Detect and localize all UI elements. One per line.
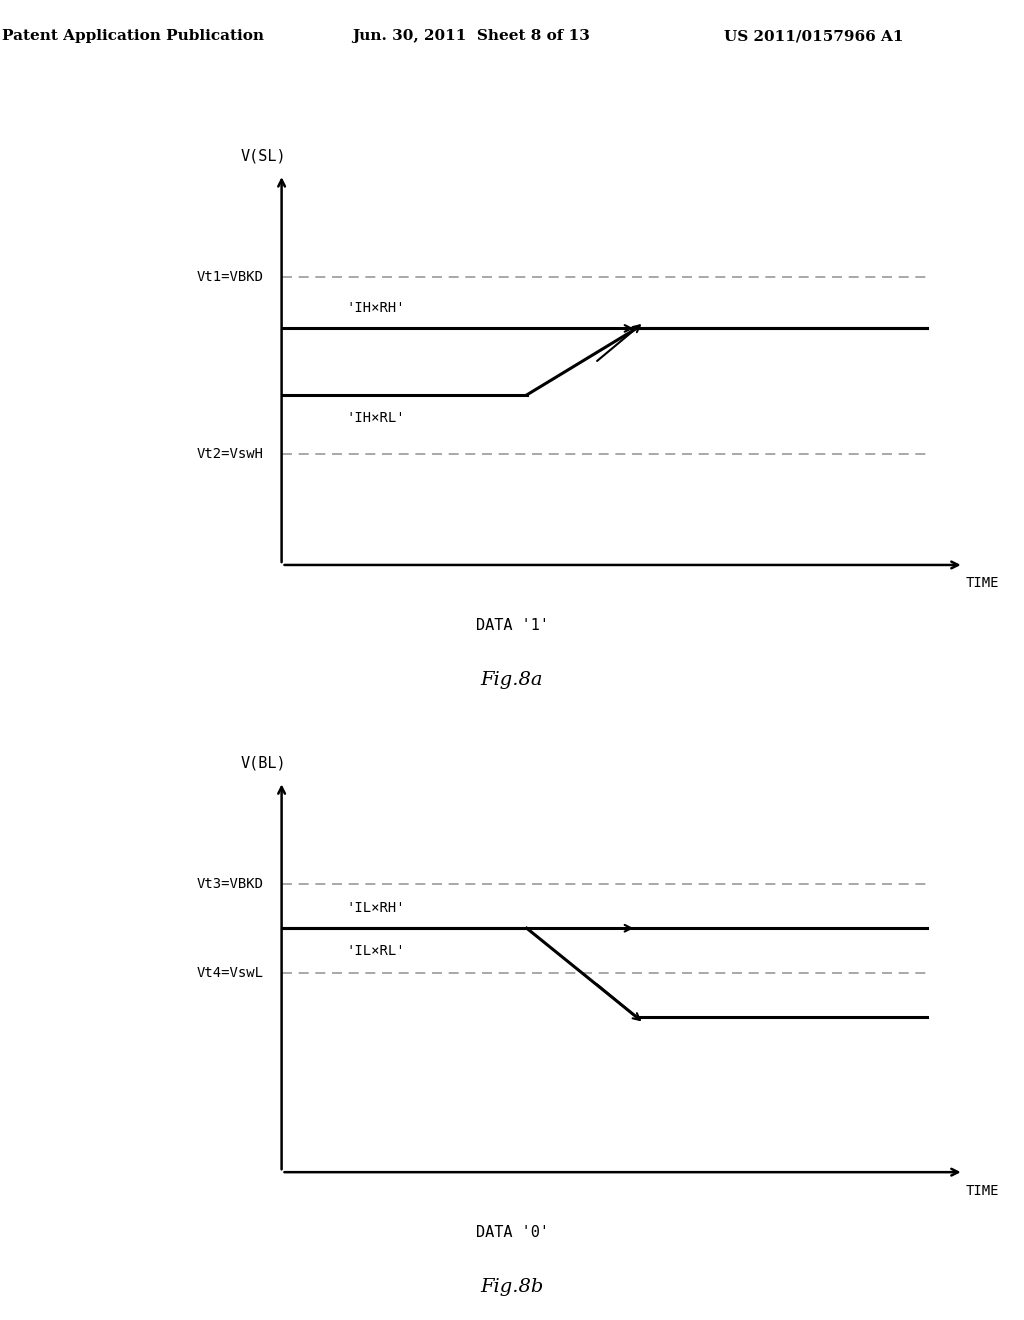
Text: Vt4=VswL: Vt4=VswL bbox=[197, 965, 263, 979]
Text: Fig.8b: Fig.8b bbox=[480, 1278, 544, 1296]
Text: Vt3=VBKD: Vt3=VBKD bbox=[197, 876, 263, 891]
Text: Vt2=VswH: Vt2=VswH bbox=[197, 447, 263, 461]
Text: 'IL×RL': 'IL×RL' bbox=[346, 944, 404, 958]
Text: Jun. 30, 2011  Sheet 8 of 13: Jun. 30, 2011 Sheet 8 of 13 bbox=[352, 29, 590, 44]
Text: 'IH×RH': 'IH×RH' bbox=[346, 301, 404, 315]
Text: 'IL×RH': 'IL×RH' bbox=[346, 902, 404, 915]
Text: DATA '0': DATA '0' bbox=[475, 1225, 549, 1239]
Text: Fig.8a: Fig.8a bbox=[480, 671, 544, 689]
Text: Patent Application Publication: Patent Application Publication bbox=[2, 29, 264, 44]
Text: 'IH×RL': 'IH×RL' bbox=[346, 411, 404, 425]
Text: V(BL): V(BL) bbox=[241, 756, 286, 771]
Text: DATA '1': DATA '1' bbox=[475, 618, 549, 632]
Text: TIME: TIME bbox=[966, 577, 998, 590]
Text: US 2011/0157966 A1: US 2011/0157966 A1 bbox=[724, 29, 904, 44]
Text: V(SL): V(SL) bbox=[241, 149, 286, 164]
Text: Vt1=VBKD: Vt1=VBKD bbox=[197, 269, 263, 284]
Text: TIME: TIME bbox=[966, 1184, 998, 1197]
